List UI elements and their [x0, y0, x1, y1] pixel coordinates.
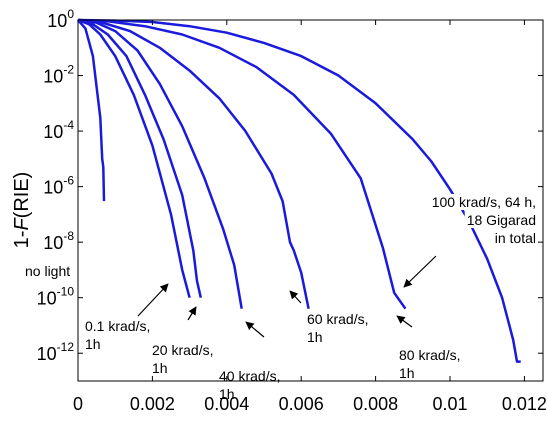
- y-tick-base: 10: [37, 344, 57, 364]
- annotation-0: no light: [23, 263, 73, 279]
- annotation-line: 1h: [219, 386, 235, 402]
- y-axis-label-italic: F: [11, 217, 33, 231]
- y-axis-label-suffix: (RIE): [11, 172, 33, 219]
- svg-text:1-F(RIE): 1-F(RIE): [11, 172, 33, 249]
- annotation-bg: [23, 263, 73, 279]
- annotation-arrow: [245, 321, 265, 338]
- x-tick-label: 0.01: [432, 394, 467, 414]
- annotation-line: 18 Gigarad: [467, 212, 536, 228]
- x-tick-label: 0: [73, 394, 83, 414]
- y-tick-label: -210: [43, 63, 74, 87]
- annotation-line: 1h: [307, 329, 323, 345]
- y-tick-label: -410: [43, 118, 74, 142]
- x-tick-label: 0.006: [279, 394, 324, 414]
- annotation-line: 20 krad/s,: [152, 342, 213, 358]
- annotation-line: 1h: [399, 365, 415, 381]
- y-tick-exponent: -10: [57, 285, 75, 299]
- y-tick-base: 10: [43, 67, 63, 87]
- y-tick-exponent: 0: [67, 7, 74, 21]
- series-line-2: [77, 18, 203, 298]
- annotation-bg: [464, 212, 538, 228]
- annotation-line: 60 krad/s,: [307, 311, 368, 327]
- y-tick-exponent: -8: [63, 229, 74, 243]
- y-tick-base: 10: [47, 11, 67, 31]
- x-tick-label: 0.002: [130, 394, 175, 414]
- annotation-arrow: [403, 255, 437, 288]
- annotation-line: 80 krad/s,: [399, 347, 460, 363]
- series-line-5: [77, 18, 407, 310]
- annotation-arrow: [137, 283, 169, 317]
- annotation-bg: [492, 230, 538, 246]
- y-tick-label: -610: [43, 174, 74, 198]
- series-line-6: [77, 18, 521, 363]
- series-line-3: [77, 18, 243, 309]
- y-axis-label: 1-F(RIE): [11, 172, 33, 249]
- x-tick-label: 0.012: [502, 394, 547, 414]
- annotation-line: 1h: [152, 360, 168, 376]
- y-tick-base: 10: [37, 289, 57, 309]
- y-tick-label: -810: [43, 229, 74, 253]
- annotation-line: 40 krad/s,: [219, 368, 280, 384]
- annotation-bg: [429, 194, 538, 210]
- y-tick-base: 10: [43, 233, 63, 253]
- series-layer: [77, 18, 521, 363]
- y-tick-exponent: -4: [63, 118, 74, 132]
- annotation-3: 40 krad/s, 1h: [219, 321, 280, 402]
- annotation-4: 60 krad/s, 1h: [289, 290, 368, 345]
- annotation-line: 1h: [85, 336, 101, 352]
- y-tick-base: 10: [43, 122, 63, 142]
- series-line-4: [77, 18, 310, 309]
- annotation-2: 20 krad/s, 1h: [152, 306, 213, 376]
- annotation-arrow: [396, 315, 413, 328]
- y-tick-exponent: -12: [57, 340, 75, 354]
- plot-frame: [77, 19, 544, 382]
- x-tick-label: 0.004: [204, 394, 249, 414]
- y-axis-label-prefix: 1-: [11, 231, 33, 249]
- y-tick-exponent: -6: [63, 174, 74, 188]
- x-tick-label: 0.008: [353, 394, 398, 414]
- annotation-1: 0.1 krad/s, 1h: [85, 283, 169, 352]
- annotation-6: 100 krad/s, 64 h, 18 Gigarad in total: [403, 194, 538, 288]
- annotation-arrow: [289, 290, 302, 304]
- annotation-line: 0.1 krad/s,: [85, 318, 150, 334]
- annotation-line: no light: [25, 263, 70, 279]
- annotation-5: 80 krad/s, 1h: [396, 315, 460, 381]
- annotation-line: 100 krad/s, 64 h,: [432, 194, 536, 210]
- annotation-line: in total: [495, 230, 536, 246]
- series-line-1: [77, 18, 191, 299]
- y-tick-exponent: -2: [63, 63, 74, 77]
- y-tick-label: 010: [47, 7, 74, 31]
- annotation-arrow: [187, 306, 197, 321]
- series-line-0: [77, 19, 106, 202]
- y-tick-base: 10: [43, 178, 63, 198]
- x-axis-ticks: 0 0.002 0.004 0.006 0.008 0.01 0.012: [73, 20, 547, 414]
